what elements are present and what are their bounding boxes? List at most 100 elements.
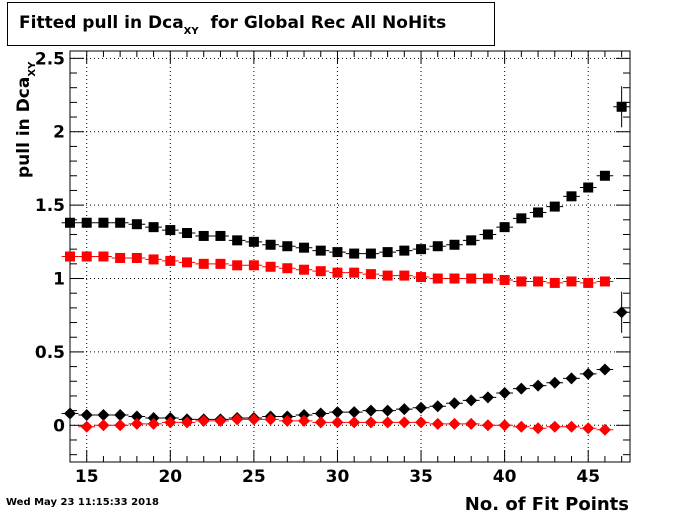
data-point-diamond bbox=[247, 413, 260, 426]
data-point-diamond bbox=[97, 419, 110, 432]
data-point-diamond bbox=[314, 407, 327, 420]
title-main: Fitted pull in Dca bbox=[19, 13, 184, 33]
data-point-square bbox=[215, 258, 226, 269]
data-point-square bbox=[449, 239, 460, 250]
series-0 bbox=[61, 86, 630, 259]
data-point-square bbox=[115, 217, 126, 228]
title-rest: for Global Rec All NoHits bbox=[210, 13, 447, 33]
data-point-square bbox=[432, 273, 443, 284]
data-point-diamond bbox=[515, 420, 528, 433]
data-point-square bbox=[583, 277, 594, 288]
data-point-diamond bbox=[481, 391, 494, 404]
data-point-square bbox=[299, 264, 310, 275]
data-point-square bbox=[232, 235, 243, 246]
timestamp: Wed May 23 11:15:33 2018 bbox=[6, 497, 159, 508]
data-point-square bbox=[182, 257, 193, 268]
data-point-square bbox=[182, 228, 193, 239]
data-point-square bbox=[165, 225, 176, 236]
data-point-diamond bbox=[481, 419, 494, 432]
data-point-diamond bbox=[264, 413, 277, 426]
data-point-diamond bbox=[415, 401, 428, 414]
data-point-square bbox=[65, 251, 75, 262]
data-point-diamond bbox=[298, 414, 311, 427]
title-subscript: XY bbox=[183, 26, 199, 37]
data-point-square bbox=[215, 230, 226, 241]
data-point-square bbox=[549, 277, 560, 288]
data-point-diamond bbox=[197, 414, 210, 427]
data-point-square bbox=[315, 266, 326, 277]
data-point-diamond bbox=[364, 416, 377, 429]
data-point-square bbox=[449, 273, 460, 284]
data-point-diamond bbox=[598, 363, 611, 376]
x-tick-label: 15 bbox=[75, 467, 99, 487]
data-point-square bbox=[148, 222, 159, 233]
data-point-square bbox=[482, 273, 493, 284]
data-point-square bbox=[299, 242, 310, 253]
x-tick-label: 40 bbox=[493, 467, 517, 487]
data-point-square bbox=[315, 245, 326, 256]
data-point-diamond bbox=[431, 400, 444, 413]
y-tick-label: 0.5 bbox=[35, 343, 65, 363]
data-point-diamond bbox=[532, 379, 545, 392]
data-point-diamond bbox=[80, 409, 93, 422]
y-tick-label: 1.5 bbox=[35, 196, 65, 216]
data-point-diamond bbox=[97, 409, 110, 422]
axes: 15 20 25 30 35 40 45 0 0.5 1 1.5 2 2.5 bbox=[35, 49, 631, 487]
data-point-square bbox=[98, 217, 109, 228]
data-point-square bbox=[98, 251, 109, 262]
data-point-square bbox=[248, 260, 259, 271]
data-point-diamond bbox=[381, 404, 394, 417]
y-tick-label: 2 bbox=[53, 123, 65, 143]
data-point-diamond bbox=[231, 413, 244, 426]
data-point-square bbox=[499, 222, 510, 233]
data-point-square bbox=[81, 251, 92, 262]
data-point-square bbox=[265, 239, 276, 250]
data-point-diamond bbox=[364, 404, 377, 417]
data-point-diamond bbox=[214, 414, 227, 427]
y-axis-title: pull in DcaXY bbox=[14, 61, 38, 178]
data-point-square bbox=[382, 270, 393, 281]
data-point-square bbox=[198, 230, 209, 241]
data-point-square bbox=[165, 255, 176, 266]
data-point-square bbox=[466, 235, 477, 246]
data-point-diamond bbox=[398, 416, 411, 429]
y-tick-label: 0 bbox=[53, 416, 65, 436]
x-tick-label: 35 bbox=[409, 467, 433, 487]
y-tick-label: 2.5 bbox=[35, 49, 65, 69]
data-point-square bbox=[131, 219, 142, 230]
data-point-square bbox=[198, 258, 209, 269]
data-point-square bbox=[399, 245, 410, 256]
x-tick-label: 25 bbox=[242, 467, 266, 487]
data-point-diamond bbox=[615, 306, 628, 319]
data-point-diamond bbox=[381, 416, 394, 429]
data-point-square bbox=[533, 207, 544, 218]
series-1 bbox=[61, 251, 614, 288]
data-point-diamond bbox=[130, 417, 143, 430]
data-point-square bbox=[265, 261, 276, 272]
data-point-diamond bbox=[498, 387, 511, 400]
data-point-diamond bbox=[348, 406, 361, 419]
data-point-square bbox=[282, 241, 293, 252]
data-point-square bbox=[432, 241, 443, 252]
data-point-square bbox=[549, 201, 560, 212]
data-point-square bbox=[115, 252, 126, 263]
data-point-square bbox=[599, 276, 610, 287]
data-point-diamond bbox=[415, 416, 428, 429]
data-point-square bbox=[148, 254, 159, 265]
data-point-square bbox=[332, 247, 343, 258]
data-point-diamond bbox=[431, 417, 444, 430]
data-point-diamond bbox=[565, 372, 578, 385]
data-point-diamond bbox=[348, 416, 361, 429]
data-point-diamond bbox=[565, 420, 578, 433]
data-point-square bbox=[349, 248, 360, 259]
data-point-diamond bbox=[64, 407, 76, 420]
data-point-square bbox=[516, 213, 527, 224]
x-tick-label: 30 bbox=[326, 467, 350, 487]
data-point-square bbox=[131, 252, 142, 263]
data-point-diamond bbox=[465, 417, 478, 430]
data-point-diamond bbox=[548, 420, 561, 433]
data-point-square bbox=[516, 276, 527, 287]
data-point-diamond bbox=[532, 422, 545, 435]
data-point-diamond bbox=[181, 416, 194, 429]
